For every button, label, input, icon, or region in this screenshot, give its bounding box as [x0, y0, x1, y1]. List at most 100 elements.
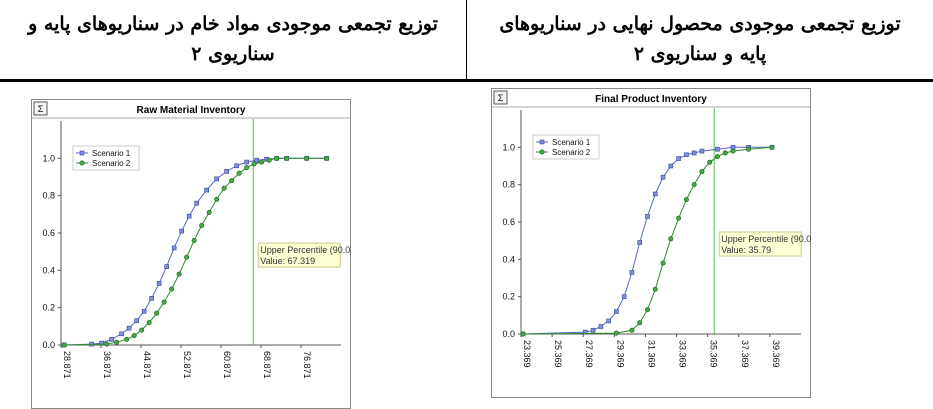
- data-point: [214, 196, 220, 202]
- data-point: [171, 245, 177, 251]
- data-point: [146, 320, 152, 326]
- x-tick-label: 60.871: [222, 351, 232, 379]
- data-point: [61, 342, 67, 348]
- data-point: [131, 333, 137, 339]
- legend-marker: [79, 150, 85, 156]
- data-point: [234, 163, 239, 169]
- data-point: [251, 161, 257, 167]
- data-point: [637, 240, 643, 245]
- y-tick-label: 0.0: [502, 329, 515, 339]
- data-point: [629, 327, 635, 333]
- data-point: [221, 185, 227, 191]
- sigma-icon: [493, 90, 508, 105]
- legend-marker: [539, 149, 545, 155]
- percentile-note: [718, 231, 802, 257]
- chart-title: Raw Material Inventory: [137, 105, 246, 116]
- x-tick-label: 28.871: [62, 351, 72, 379]
- data-point: [114, 339, 120, 345]
- data-point: [206, 209, 212, 215]
- header-divider: [466, 0, 467, 82]
- header-line: توزیع تجمعی موجودی مواد خام در سناریوهای…: [28, 13, 438, 35]
- percentile-value: Value: 35.79: [721, 245, 771, 255]
- x-tick-label: 31.369: [646, 340, 656, 368]
- data-point: [141, 309, 147, 314]
- data-point: [176, 271, 182, 277]
- title-bar: [492, 89, 810, 107]
- header-line: پایه و سناریوی ۲: [633, 43, 767, 65]
- header-line: سناریوی ۲: [191, 43, 275, 65]
- data-point: [684, 152, 689, 158]
- y-tick-label: 0.6: [42, 228, 55, 238]
- data-point: [214, 176, 219, 182]
- legend: [72, 145, 140, 171]
- data-point: [676, 215, 682, 221]
- legend: [532, 134, 600, 160]
- data-point: [134, 318, 139, 324]
- data-point: [715, 146, 720, 152]
- data-point: [691, 182, 697, 188]
- data-point: [164, 264, 169, 269]
- x-tick-label: 39.369: [771, 340, 781, 368]
- y-tick-label: 0.4: [502, 254, 515, 264]
- percentile-label: Upper Percentile (90.0): [260, 245, 351, 255]
- header-rule: [0, 79, 933, 82]
- data-point: [199, 223, 205, 229]
- y-tick-label: 0.2: [502, 292, 515, 302]
- legend-label: Scenario 1: [552, 138, 591, 147]
- data-point: [266, 157, 272, 163]
- y-tick-label: 0.0: [42, 340, 55, 350]
- data-point: [244, 159, 249, 165]
- x-tick-label: 27.369: [584, 340, 594, 368]
- data-point: [244, 165, 250, 171]
- legend-marker: [79, 160, 85, 166]
- data-point: [139, 327, 145, 333]
- data-point: [645, 214, 650, 219]
- data-point: [707, 159, 713, 165]
- data-point: [606, 318, 611, 324]
- data-point: [169, 286, 175, 292]
- y-tick-label: 0.8: [502, 180, 515, 190]
- x-tick-label: 29.369: [615, 340, 625, 368]
- chart-raw-material: Σ Raw Material Inventory 0.0 0.2 0.4 0.6 0.8 1.…: [31, 99, 351, 409]
- x-tick-label: 35.369: [709, 340, 719, 368]
- data-point: [660, 174, 666, 180]
- sigma-icon: Σ: [498, 93, 504, 103]
- data-point: [191, 237, 197, 243]
- data-point: [161, 299, 167, 305]
- data-point: [699, 169, 705, 175]
- data-point: [769, 144, 775, 150]
- y-tick-label: 0.4: [42, 265, 55, 275]
- data-point: [259, 159, 265, 165]
- x-tick-label: 52.871: [182, 351, 192, 379]
- x-tick-label: 36.871: [102, 351, 112, 379]
- data-point: [683, 197, 689, 203]
- data-point: [184, 254, 190, 260]
- header-final-product: توزیع تجمعی موجودی محصول نهایی در سناریو…: [467, 0, 933, 78]
- data-point: [229, 178, 235, 184]
- title-bar: [32, 100, 350, 118]
- data-point: [104, 341, 110, 347]
- data-point: [699, 148, 705, 154]
- data-point: [722, 150, 728, 156]
- data-point: [274, 155, 280, 161]
- data-point: [99, 340, 104, 346]
- legend-label: Scenario 2: [552, 148, 591, 157]
- data-point: [119, 331, 124, 337]
- data-point: [149, 296, 154, 301]
- data-point: [582, 329, 588, 335]
- data-point: [621, 294, 627, 299]
- data-point: [324, 155, 330, 161]
- data-point: [691, 150, 697, 156]
- x-tick-label: 23.369: [522, 340, 532, 368]
- y-tick-label: 0.2: [42, 303, 55, 313]
- y-tick-label: 0.8: [42, 191, 55, 201]
- data-point: [204, 187, 209, 193]
- data-point: [124, 336, 130, 342]
- data-point: [730, 148, 736, 154]
- x-tick-label: 68.871: [262, 351, 272, 379]
- data-point: [304, 155, 310, 161]
- chart-final-product: Σ Final Product Inventory 0.0 0.2 0.4 0.6 0.8 1…: [491, 88, 811, 398]
- legend-label: Scenario 1: [92, 149, 131, 158]
- sigma-icon: Σ: [38, 104, 44, 114]
- y-tick-label: 1.0: [502, 142, 515, 152]
